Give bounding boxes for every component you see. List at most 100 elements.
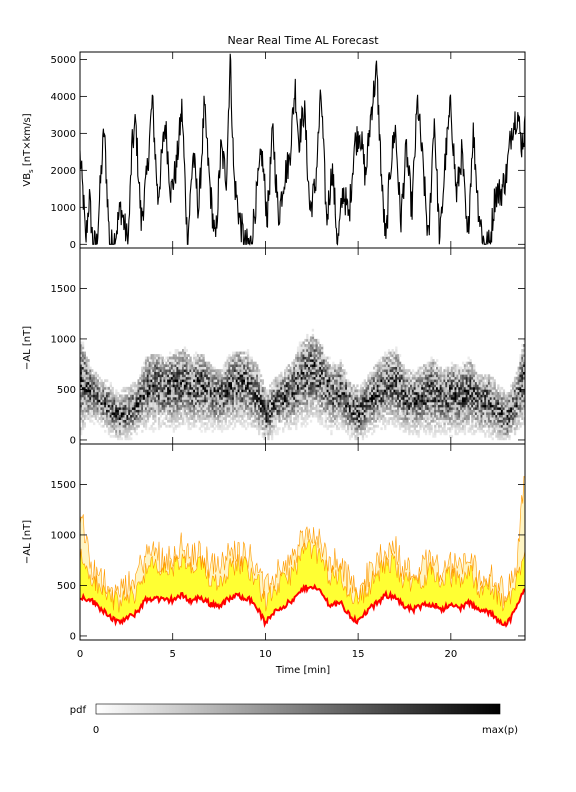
pdf-cell xyxy=(278,376,281,380)
pdf-cell xyxy=(369,376,372,380)
pdf-cell xyxy=(308,399,311,403)
pdf-cell xyxy=(313,376,316,380)
pdf-cell xyxy=(298,381,302,385)
pdf-cell xyxy=(424,384,428,388)
pdf-cell xyxy=(143,376,146,380)
pdf-cell xyxy=(209,392,213,395)
pdf-cell xyxy=(400,392,404,395)
pdf-cell xyxy=(185,366,188,370)
pdf-cell xyxy=(450,384,454,388)
pdf-cell xyxy=(222,366,226,370)
pdf-cell xyxy=(176,402,179,405)
pdf-cell xyxy=(384,397,387,400)
pdf-cell xyxy=(174,369,177,372)
pdf-cell xyxy=(235,414,238,418)
pdf-cell xyxy=(256,376,259,380)
pdf-cell xyxy=(439,414,442,418)
pdf-cell xyxy=(387,371,391,375)
pdf-cell xyxy=(356,429,359,433)
pdf-cell xyxy=(259,402,263,405)
pdf-cell xyxy=(430,392,433,395)
pdf-cell xyxy=(337,407,340,410)
pdf-cell xyxy=(122,424,125,428)
pdf-cell xyxy=(98,381,101,385)
pdf-cell xyxy=(118,414,122,418)
pdf-cell xyxy=(419,371,422,375)
pdf-cell xyxy=(94,371,98,375)
pdf-cell xyxy=(215,392,218,395)
pdf-cell xyxy=(278,397,281,400)
pdf-cell xyxy=(267,389,270,393)
pdf-cell xyxy=(178,417,181,420)
pdf-cell xyxy=(193,422,196,426)
pdf-cell xyxy=(161,371,164,375)
pdf-cell xyxy=(410,399,413,403)
pdf-cell xyxy=(209,369,213,372)
pdf-cell xyxy=(280,374,283,378)
pdf-cell xyxy=(206,389,209,393)
pdf-cell xyxy=(293,402,296,405)
pdf-cell xyxy=(285,371,289,375)
pdf-cell xyxy=(350,432,353,436)
pdf-cell xyxy=(369,371,372,375)
pdf-cell xyxy=(206,371,209,375)
pdf-cell xyxy=(311,389,315,393)
pdf-cell xyxy=(182,349,185,352)
pdf-cell xyxy=(449,384,452,388)
pdf-cell xyxy=(198,369,201,372)
pdf-cell xyxy=(237,414,240,418)
pdf-cell xyxy=(365,384,368,388)
pdf-cell xyxy=(408,422,411,426)
pdf-cell xyxy=(172,427,175,431)
pdf-cell xyxy=(148,369,151,372)
pdf-cell xyxy=(400,409,404,413)
pdf-cell xyxy=(385,354,389,357)
pdf-cell xyxy=(202,384,205,388)
pdf-cell xyxy=(395,424,398,428)
pdf-cell xyxy=(180,397,183,400)
pdf-cell xyxy=(449,404,452,408)
pdf-cell xyxy=(187,419,190,423)
pdf-cell xyxy=(243,419,246,423)
pdf-cell xyxy=(258,394,261,398)
pdf-cell xyxy=(80,399,83,403)
pdf-cell xyxy=(219,374,222,378)
pdf-cell xyxy=(419,376,422,380)
pdf-cell xyxy=(202,392,205,395)
pdf-cell xyxy=(335,419,339,423)
pdf-cell xyxy=(411,394,415,398)
pdf-cell xyxy=(117,437,120,441)
pdf-cell xyxy=(380,427,383,431)
pdf-cell xyxy=(424,364,428,367)
pdf-cell xyxy=(228,361,231,365)
pdf-cell xyxy=(334,412,337,415)
pdf-cell xyxy=(347,399,350,403)
pdf-cell xyxy=(430,359,433,362)
pdf-cell xyxy=(144,422,148,426)
pdf-cell xyxy=(169,364,172,367)
pdf-cell xyxy=(358,402,361,405)
pdf-cell xyxy=(169,409,172,413)
pdf-cell xyxy=(80,427,83,431)
pdf-cell xyxy=(439,381,442,385)
pdf-cell xyxy=(146,397,150,400)
pdf-cell xyxy=(348,399,352,403)
pdf-cell xyxy=(124,389,127,393)
pdf-cell xyxy=(319,364,322,367)
pdf-cell xyxy=(167,369,170,372)
pdf-cell xyxy=(309,412,313,415)
pdf-cell xyxy=(182,354,185,357)
pdf-cell xyxy=(109,384,112,388)
pdf-cell xyxy=(393,379,396,383)
pdf-cell xyxy=(115,412,118,415)
pdf-cell xyxy=(89,386,92,390)
pdf-cell xyxy=(337,384,340,388)
pdf-cell xyxy=(419,414,422,418)
pdf-cell xyxy=(241,394,244,398)
pdf-cell xyxy=(87,381,90,385)
pdf-cell xyxy=(193,389,196,393)
pdf-cell xyxy=(385,422,389,426)
pdf-cell xyxy=(371,386,374,390)
pdf-cell xyxy=(261,432,264,436)
pdf-cell xyxy=(439,417,442,420)
